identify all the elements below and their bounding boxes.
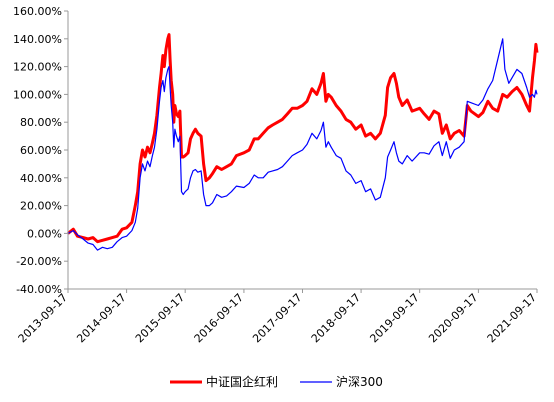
x-tick-label: 2019-09-17 [367, 291, 421, 345]
y-tick-label: 60.00% [20, 144, 62, 157]
x-tick-label: 2014-09-17 [74, 291, 128, 345]
y-tick-label: 120.00% [13, 61, 62, 74]
series-line-2 [67, 38, 538, 251]
y-tick-label: 40.00% [20, 172, 62, 185]
y-tick-label: 80.00% [20, 116, 62, 129]
x-tick-label: 2016-09-17 [192, 291, 246, 345]
x-tick-label: 2018-09-17 [309, 291, 363, 345]
x-tick-label: 2013-09-17 [16, 291, 70, 345]
x-tick-label: 2017-09-17 [250, 291, 304, 345]
y-tick-label: -40.00% [16, 283, 62, 296]
y-tick-label: 100.00% [13, 88, 62, 101]
series-line-1 [67, 33, 539, 244]
plot-area [67, 33, 539, 251]
y-tick-label: 20.00% [20, 200, 62, 213]
x-tick-label: 2021-09-17 [485, 291, 539, 345]
y-tick-labels: -40.00% -20.00% 0.00% 20.00% 40.00% 60.00% 80.… [13, 5, 68, 296]
x-tick-label: 2015-09-17 [133, 291, 187, 345]
y-tick-label: 160.00% [13, 5, 62, 18]
y-tick-label: 0.00% [27, 227, 62, 240]
y-tick-label: 140.00% [13, 33, 62, 46]
legend: 中证国企红利 沪深300 [170, 374, 383, 389]
x-tick-labels: 2013-09-17 2014-09-17 2015-09-17 2016-09-17… [16, 289, 539, 345]
x-tick-label: 2020-09-17 [426, 291, 480, 345]
legend-label-2: 沪深300 [336, 375, 383, 389]
legend-label-1: 中证国企红利 [206, 374, 278, 389]
y-tick-label: -20.00% [16, 255, 62, 268]
